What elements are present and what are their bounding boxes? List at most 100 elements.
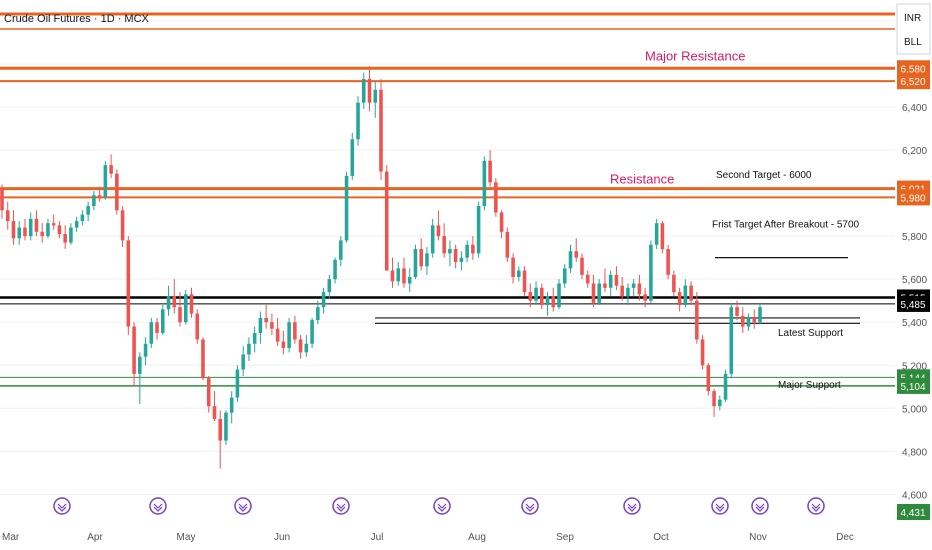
candle-body: [74, 221, 79, 228]
candle-body: [574, 251, 579, 258]
candle-body: [649, 244, 653, 301]
candle-body: [425, 253, 429, 267]
candle-body: [350, 139, 355, 176]
price-badge: [897, 60, 930, 77]
event-marker[interactable]: [623, 497, 641, 515]
candle-body: [189, 294, 194, 314]
candle-body: [120, 210, 125, 241]
event-marker[interactable]: [149, 497, 167, 515]
candle-body: [436, 225, 441, 237]
candle-body: [367, 79, 372, 103]
candle-body: [511, 257, 515, 278]
candle-body: [17, 227, 22, 239]
candle-body: [201, 339, 205, 379]
currency-inr[interactable]: INR: [904, 13, 921, 24]
candle-body: [557, 283, 561, 308]
candle-body: [258, 317, 263, 333]
y-tick-label: 5,400: [902, 318, 927, 329]
event-marker[interactable]: [234, 497, 252, 515]
candle-body: [580, 257, 584, 275]
candle-body: [126, 240, 131, 327]
candle-body: [304, 343, 309, 353]
candle-body: [384, 171, 389, 271]
event-marker[interactable]: [521, 497, 539, 515]
candle-body: [206, 378, 211, 407]
candle-body: [666, 249, 670, 275]
candle-body: [568, 251, 573, 269]
price-badge-label: 5,485: [900, 300, 925, 311]
price-badge-label: 6,520: [900, 77, 925, 88]
candle-body: [316, 307, 320, 321]
x-tick-label: Aug: [468, 532, 486, 543]
annotation-3: Frist Target After Breakout - 5700: [712, 220, 860, 231]
candle-body: [413, 249, 418, 278]
candle-body: [591, 283, 596, 303]
y-tick-label: 6,400: [902, 103, 927, 114]
candle-body: [482, 160, 487, 206]
candle-body: [453, 249, 458, 262]
candle-body: [631, 283, 636, 288]
candle-body: [23, 227, 27, 237]
x-tick-label: May: [177, 532, 196, 543]
candle-body: [551, 296, 556, 308]
y-tick-label: 5,800: [902, 232, 927, 243]
price-badge-label: 6,580: [900, 64, 925, 75]
candle-body: [689, 285, 693, 301]
candle-body: [672, 274, 676, 293]
candle-body: [281, 341, 286, 349]
candle-body: [40, 231, 44, 237]
x-tick-label: Jul: [371, 532, 384, 543]
chart-header: Crude Oil Futures · 1D · MCX: [4, 13, 150, 25]
candle-body: [310, 320, 314, 344]
annotation-1: Resistance: [610, 171, 674, 186]
candle-body: [80, 214, 85, 222]
candle-body: [69, 227, 73, 243]
annotation-0: Major Resistance: [645, 49, 745, 64]
event-marker-icon: [336, 503, 346, 512]
event-marker-icon: [153, 503, 163, 512]
x-axis: Mar Apr May Jun Jul Aug Sep Oct Nov Dec: [2, 532, 854, 543]
candle-body: [729, 307, 734, 374]
candle-body: [505, 231, 510, 258]
candle-body: [132, 326, 136, 374]
price-badge: [897, 189, 930, 206]
candle-body: [143, 343, 148, 357]
candle-body: [373, 89, 378, 103]
candle-body: [252, 332, 257, 344]
candle-body: [212, 406, 217, 420]
candle-body: [494, 182, 498, 213]
candle-body: [327, 279, 332, 293]
candle-body: [758, 307, 762, 323]
candle-body: [603, 283, 607, 288]
event-marker[interactable]: [807, 497, 825, 515]
candle-body: [195, 313, 200, 340]
candle-body: [683, 285, 688, 305]
candle-body: [626, 287, 630, 297]
currency-bll[interactable]: BLL: [904, 37, 922, 48]
candle-body: [166, 296, 171, 310]
candle-body: [620, 285, 624, 297]
candle-body: [379, 89, 383, 172]
candle-body: [740, 315, 745, 327]
candles: [0, 66, 762, 469]
price-badge-label: 4,431: [900, 508, 925, 519]
chart-title: Crude Oil Futures · 1D · MCX: [4, 13, 150, 25]
event-marker[interactable]: [53, 497, 71, 515]
candle-body: [161, 309, 165, 333]
event-marker[interactable]: [751, 497, 769, 515]
candle-body: [92, 195, 96, 206]
candle-body: [614, 274, 619, 286]
candle-body: [718, 399, 722, 407]
candle-body: [339, 240, 343, 260]
event-marker[interactable]: [711, 497, 729, 515]
candle-body: [562, 268, 567, 284]
event-marker-icon: [57, 503, 67, 512]
event-marker[interactable]: [433, 497, 451, 515]
event-marker[interactable]: [332, 497, 350, 515]
candle-body: [695, 300, 699, 340]
candle-body: [46, 223, 50, 237]
candle-body: [390, 270, 395, 282]
price-badge: [897, 73, 930, 90]
candle-body: [270, 322, 274, 329]
